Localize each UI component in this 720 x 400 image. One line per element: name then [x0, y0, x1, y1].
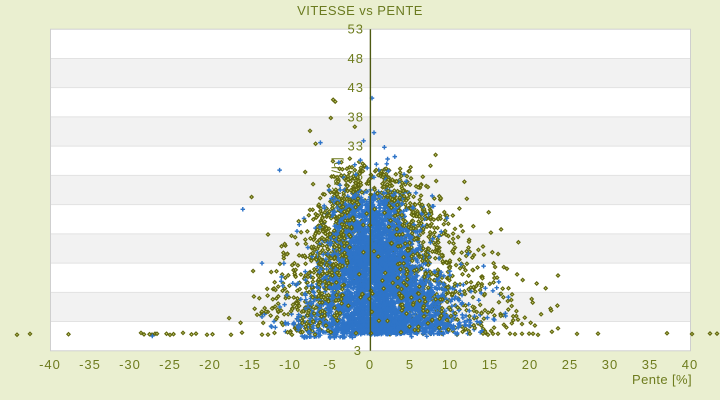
- svg-text:25: 25: [562, 357, 578, 372]
- svg-text:38: 38: [348, 109, 364, 124]
- svg-text:40: 40: [682, 357, 698, 372]
- svg-text:48: 48: [348, 51, 364, 66]
- svg-text:-15: -15: [239, 357, 261, 372]
- svg-text:-25: -25: [159, 357, 181, 372]
- svg-text:0: 0: [366, 357, 374, 372]
- svg-text:3: 3: [354, 343, 362, 358]
- svg-text:-10: -10: [279, 357, 301, 372]
- svg-text:-20: -20: [199, 357, 221, 372]
- svg-text:53: 53: [348, 22, 364, 37]
- svg-text:35: 35: [642, 357, 658, 372]
- svg-text:5: 5: [406, 357, 414, 372]
- svg-text:Pente [%]: Pente [%]: [632, 372, 692, 387]
- svg-text:VITESSE vs PENTE: VITESSE vs PENTE: [297, 3, 423, 18]
- svg-text:20: 20: [522, 357, 538, 372]
- svg-text:30: 30: [602, 357, 618, 372]
- svg-text:-35: -35: [79, 357, 101, 372]
- svg-text:-40: -40: [39, 357, 61, 372]
- svg-text:33: 33: [348, 139, 364, 154]
- svg-text:10: 10: [442, 357, 458, 372]
- svg-text:43: 43: [348, 80, 364, 95]
- svg-text:15: 15: [482, 357, 498, 372]
- svg-text:-5: -5: [323, 357, 337, 372]
- svg-text:-30: -30: [119, 357, 141, 372]
